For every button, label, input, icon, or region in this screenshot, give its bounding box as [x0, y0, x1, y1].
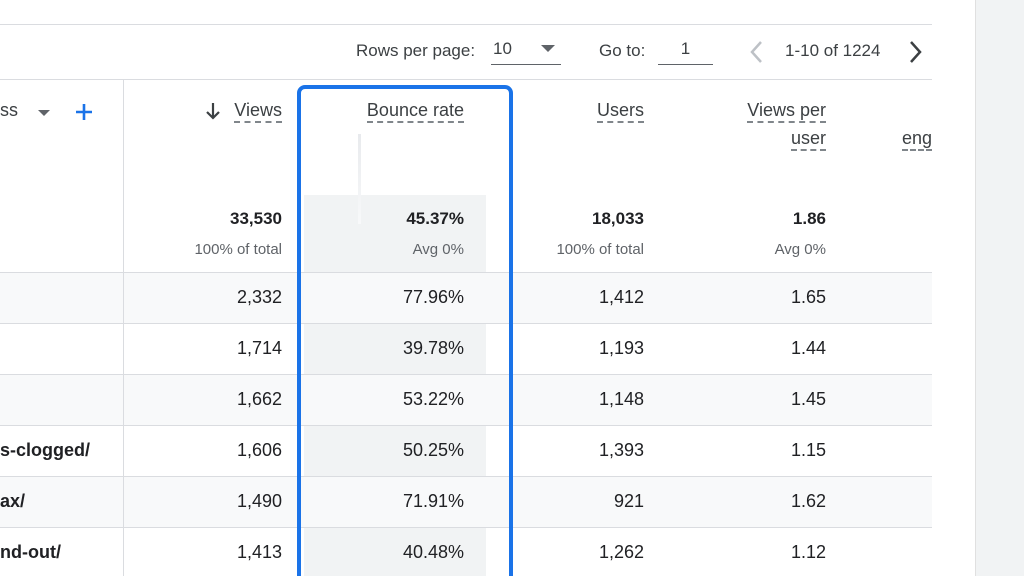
views-header[interactable]: Views [220, 96, 282, 124]
chevron-left-icon [750, 41, 762, 63]
add-dimension-button[interactable] [72, 100, 96, 124]
row-views-per-user-cell: 1.65 [790, 287, 826, 307]
views-total-percent: 100% of total [194, 241, 282, 258]
row-views-per-user-cell: 1.62 [790, 491, 826, 511]
row-views-cell: 1,490 [236, 491, 282, 511]
previous-page-button[interactable] [747, 39, 767, 65]
rows-per-page-value: 10 [493, 39, 512, 58]
views-total: 33,530 [230, 209, 282, 228]
row-users-cell: 1,262 [598, 542, 644, 562]
users-total-percent: 100% of total [556, 241, 644, 258]
dimension-dropdown-icon[interactable] [38, 110, 50, 116]
column-scroll-indicator [358, 134, 361, 224]
table-row[interactable]: 1,714 39.78% 1,193 1.44 [0, 323, 932, 374]
row-dimension-cell[interactable]: ax/ [0, 491, 26, 511]
row-views-cell: 1,662 [236, 389, 282, 409]
row-bounce-rate-cell: 40.48% [402, 542, 464, 562]
engagement-header[interactable]: eng [880, 124, 932, 152]
users-total: 18,033 [592, 209, 644, 228]
pagination-bar: Rows per page: 10 Go to: 1 1-10 of 1224 [0, 25, 932, 80]
row-users-cell: 1,148 [598, 389, 644, 409]
table-row[interactable]: nd-out/ 1,413 40.48% 1,262 1.12 [0, 527, 932, 576]
bounce-rate-total: 45.37% [406, 209, 464, 228]
row-users-cell: 1,393 [598, 440, 644, 460]
row-views-cell: 1,606 [236, 440, 282, 460]
row-views-per-user-cell: 1.12 [790, 542, 826, 562]
row-dimension-cell[interactable]: nd-out/ [0, 542, 61, 562]
table-row[interactable]: 2,332 77.96% 1,412 1.65 [0, 272, 932, 323]
plus-icon [76, 104, 92, 120]
side-panel-gutter [975, 0, 1024, 576]
page-range-text: 1-10 of 1224 [785, 41, 881, 60]
views-per-user-average: Avg 0% [774, 241, 826, 258]
row-views-cell: 1,413 [236, 542, 282, 562]
bounce-rate-highlight-box [297, 85, 513, 576]
table-row[interactable]: s-clogged/ 1,606 50.25% 1,393 1.15 [0, 425, 932, 476]
rows-per-page-select[interactable]: 10 [491, 37, 561, 65]
views-per-user-header[interactable]: Views per user [720, 96, 826, 152]
views-per-user-total: 1.86 [792, 209, 826, 228]
dimension-column-divider [123, 80, 124, 576]
dimension-header[interactable]: ss [0, 100, 18, 120]
row-dimension-cell[interactable]: s-clogged/ [0, 440, 91, 460]
row-bounce-rate-cell: 50.25% [402, 440, 464, 460]
row-views-cell: 1,714 [236, 338, 282, 358]
goto-label: Go to: [599, 41, 646, 60]
top-divider [0, 24, 932, 25]
row-views-cell: 2,332 [236, 287, 282, 307]
bounce-rate-average: Avg 0% [412, 241, 464, 258]
sort-descending-icon[interactable] [205, 101, 221, 121]
bounce-rate-header[interactable]: Bounce rate [340, 96, 464, 124]
chevron-right-icon [910, 41, 922, 63]
row-views-per-user-cell: 1.15 [790, 440, 826, 460]
row-bounce-rate-cell: 53.22% [402, 389, 464, 409]
row-bounce-rate-cell: 77.96% [402, 287, 464, 307]
header-divider [0, 79, 932, 80]
row-views-per-user-cell: 1.45 [790, 389, 826, 409]
table-row[interactable]: 1,662 53.22% 1,148 1.45 [0, 374, 932, 425]
row-bounce-rate-cell: 39.78% [402, 338, 464, 358]
next-page-button[interactable] [905, 39, 925, 65]
dropdown-caret-icon [541, 45, 555, 52]
row-users-cell: 1,193 [598, 338, 644, 358]
rows-per-page-label: Rows per page: [356, 41, 476, 60]
row-bounce-rate-cell: 71.91% [402, 491, 464, 511]
row-users-cell: 921 [613, 491, 644, 511]
table-row[interactable]: ax/ 1,490 71.91% 921 1.62 [0, 476, 932, 527]
goto-page-input[interactable]: 1 [658, 37, 713, 65]
row-views-per-user-cell: 1.44 [790, 338, 826, 358]
users-header[interactable]: Users [560, 96, 644, 124]
row-users-cell: 1,412 [598, 287, 644, 307]
